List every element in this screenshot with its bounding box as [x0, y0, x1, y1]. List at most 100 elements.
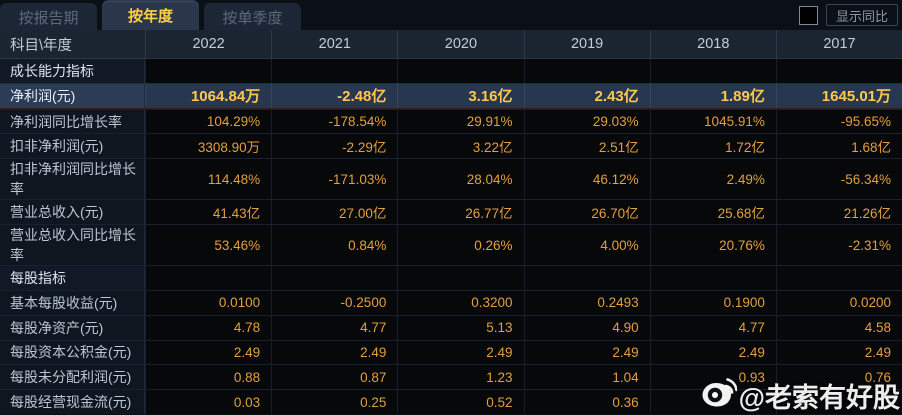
value-cell	[649, 59, 776, 83]
table-row[interactable]: 扣非净利润同比增长率 114.48% -171.03% 28.04% 46.12% 2.4…	[0, 158, 902, 200]
corner-header: 科目\年度	[10, 37, 73, 54]
value-cell: 29.03%	[523, 109, 650, 134]
value-cell: 1064.84万	[145, 83, 272, 108]
value-cell: 0.36	[523, 390, 650, 414]
section-header-row[interactable]: 成长能力指标	[0, 59, 902, 83]
value-cell: 2.49%	[649, 159, 776, 200]
financial-table: 科目\年度 2022 2021 2020 2019 2018 2017 成长能力指标 净利润…	[0, 30, 902, 414]
table-row[interactable]: 每股经营现金流(元) 0.03 0.25 0.52 0.36	[0, 389, 902, 414]
value-cell: 41.43亿	[145, 200, 272, 225]
table-row[interactable]: 每股净资产(元) 4.78 4.77 5.13 4.90 4.77 4.58	[0, 314, 902, 340]
value-cell: 20.76%	[649, 225, 776, 266]
value-cell: 0.2493	[523, 290, 650, 315]
table-row[interactable]: 净利润(元) 1064.84万 -2.48亿 3.16亿 2.43亿 1.89亿 1645.…	[0, 82, 902, 109]
table-row[interactable]: 净利润同比增长率 104.29% -178.54% 29.91% 29.03% 1045.…	[0, 108, 902, 134]
value-cell	[145, 266, 272, 290]
year-column-header[interactable]: 2022	[145, 30, 271, 58]
value-cell: 1.72亿	[649, 134, 776, 159]
value-cell: 2.49	[523, 340, 650, 365]
value-cell: -95.65%	[775, 109, 902, 134]
tab-by-report-period[interactable]: 按报告期	[0, 3, 97, 30]
table-row[interactable]: 营业总收入同比增长率 53.46% 0.84% 0.26% 4.00% 20.76% -2.…	[0, 224, 902, 266]
year-column-header[interactable]: 2019	[523, 30, 650, 58]
row-label: 营业总收入(元)	[0, 200, 145, 225]
compare-controls: 显示同比	[798, 4, 898, 26]
table-row[interactable]: 每股资本公积金(元) 2.49 2.49 2.49 2.49 2.49 2.49	[0, 339, 902, 365]
year-column-header[interactable]: 2018	[649, 30, 776, 58]
tab-by-year[interactable]: 按年度	[102, 0, 199, 30]
value-cell: 0.26%	[397, 225, 524, 266]
value-cell: 0.76	[775, 365, 902, 390]
show-yoy-checkbox[interactable]	[798, 5, 818, 25]
value-cell	[775, 266, 902, 290]
value-cell: 4.77	[649, 315, 776, 340]
row-label: 成长能力指标	[0, 59, 145, 83]
table-row[interactable]: 扣非净利润(元) 3308.90万 -2.29亿 3.22亿 2.51亿 1.72亿 1.6…	[0, 133, 902, 159]
value-cell: 0.87	[271, 365, 398, 390]
year-column-header[interactable]: 2017	[775, 30, 902, 58]
value-cell: 4.77	[271, 315, 398, 340]
row-label: 净利润同比增长率	[0, 109, 145, 134]
value-cell: 26.77亿	[397, 200, 524, 225]
value-cell: 0.88	[145, 365, 272, 390]
row-label: 扣非净利润同比增长率	[0, 159, 145, 200]
value-cell: 2.49	[649, 340, 776, 365]
value-cell: 0.52	[397, 390, 524, 414]
value-cell: -2.48亿	[271, 83, 398, 108]
table-row[interactable]: 每股未分配利润(元) 0.88 0.87 1.23 1.04 0.93 0.76	[0, 364, 902, 390]
value-cell: 0.0100	[145, 290, 272, 315]
value-cell: 0.84%	[271, 225, 398, 266]
value-cell: 0.03	[145, 390, 272, 414]
value-cell	[271, 59, 398, 83]
row-label: 扣非净利润(元)	[0, 134, 145, 159]
year-column-header[interactable]: 2020	[397, 30, 523, 58]
value-cell: 0.93	[649, 365, 776, 390]
value-cell: 3.16亿	[397, 83, 524, 108]
value-cell: 1645.01万	[775, 83, 902, 108]
value-cell: 26.70亿	[523, 200, 650, 225]
value-cell: 0.0200	[775, 290, 902, 315]
row-label: 每股指标	[0, 266, 145, 290]
year-column-header[interactable]: 2021	[271, 30, 397, 58]
value-cell	[271, 266, 398, 290]
value-cell: 28.04%	[397, 159, 524, 200]
value-cell	[145, 59, 272, 83]
value-cell: 4.00%	[523, 225, 650, 266]
table-row[interactable]: 营业总收入(元) 41.43亿 27.00亿 26.77亿 26.70亿 25.68亿 21…	[0, 199, 902, 225]
value-cell: 2.51亿	[523, 134, 650, 159]
tab-by-single-quarter[interactable]: 按单季度	[204, 3, 301, 30]
value-cell: 4.78	[145, 315, 272, 340]
value-cell: -171.03%	[271, 159, 398, 200]
value-cell: 29.91%	[397, 109, 524, 134]
value-cell: 0.3200	[397, 290, 524, 315]
value-cell: 2.49	[397, 340, 524, 365]
row-label: 基本每股收益(元)	[0, 290, 145, 315]
value-cell: 53.46%	[145, 225, 272, 266]
value-cell	[775, 59, 902, 83]
value-cell: 25.68亿	[649, 200, 776, 225]
value-cell	[775, 390, 902, 414]
table-row[interactable]: 基本每股收益(元) 0.0100 -0.2500 0.3200 0.2493 0.1900…	[0, 289, 902, 315]
value-cell: 4.90	[523, 315, 650, 340]
row-label: 营业总收入同比增长率	[0, 225, 145, 266]
value-cell: 2.43亿	[523, 83, 650, 108]
value-cell: 3308.90万	[145, 134, 272, 159]
value-cell: -178.54%	[271, 109, 398, 134]
value-cell: 1.23	[397, 365, 524, 390]
value-cell: 4.58	[775, 315, 902, 340]
value-cell: 1.68亿	[775, 134, 902, 159]
section-header-row[interactable]: 每股指标	[0, 265, 902, 290]
show-yoy-label-button[interactable]: 显示同比	[825, 4, 898, 26]
value-cell: 46.12%	[523, 159, 650, 200]
value-cell	[649, 390, 776, 414]
value-cell: -2.31%	[775, 225, 902, 266]
table-header-row: 科目\年度 2022 2021 2020 2019 2018 2017	[0, 30, 902, 59]
row-label: 每股经营现金流(元)	[0, 390, 145, 414]
value-cell: 0.25	[271, 390, 398, 414]
value-cell: 114.48%	[145, 159, 272, 200]
value-cell: 21.26亿	[775, 200, 902, 225]
value-cell: 2.49	[271, 340, 398, 365]
value-cell: 2.49	[145, 340, 272, 365]
value-cell: 1.89亿	[649, 83, 776, 108]
value-cell: 2.49	[775, 340, 902, 365]
